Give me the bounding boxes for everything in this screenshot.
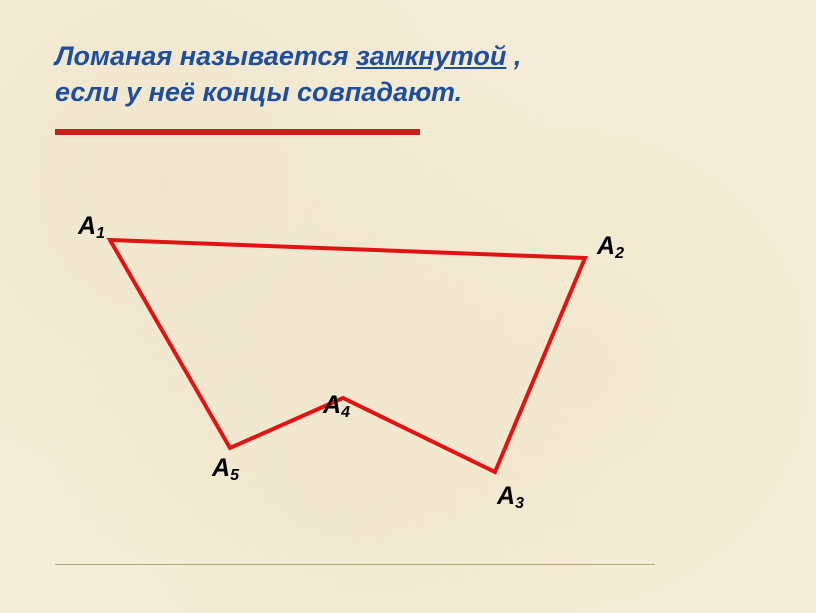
vertex-label-A4: A4 [323, 391, 350, 422]
vertex-label-A1: A1 [78, 212, 105, 243]
bottom-divider [55, 564, 655, 565]
title-area: Ломаная называется замкнутой , если у не… [0, 0, 816, 135]
vertex-subscript: 4 [341, 404, 350, 421]
vertex-letter: A [212, 454, 230, 482]
title-part1: Ломаная называется [55, 41, 356, 71]
title-part2: , [506, 41, 521, 71]
vertex-letter: A [597, 232, 615, 260]
vertex-label-A5: A5 [212, 454, 239, 485]
diagram-container: A1A2A3A4A5 [55, 180, 755, 540]
title-underlined: замкнутой [356, 41, 506, 71]
title-line-2: если у неё концы совпадают. [55, 74, 761, 110]
vertex-label-A2: A2 [597, 232, 624, 263]
title-line-1: Ломаная называется замкнутой , [55, 38, 761, 74]
vertex-subscript: 5 [230, 467, 239, 484]
vertex-subscript: 1 [96, 225, 105, 242]
vertex-subscript: 3 [515, 495, 524, 512]
vertex-letter: A [78, 212, 96, 240]
vertex-label-A3: A3 [497, 482, 524, 513]
closed-polyline [110, 240, 585, 472]
vertex-subscript: 2 [615, 245, 624, 262]
polyline-diagram [55, 180, 755, 540]
vertex-letter: A [323, 391, 341, 419]
vertex-letter: A [497, 482, 515, 510]
red-divider [55, 129, 420, 135]
